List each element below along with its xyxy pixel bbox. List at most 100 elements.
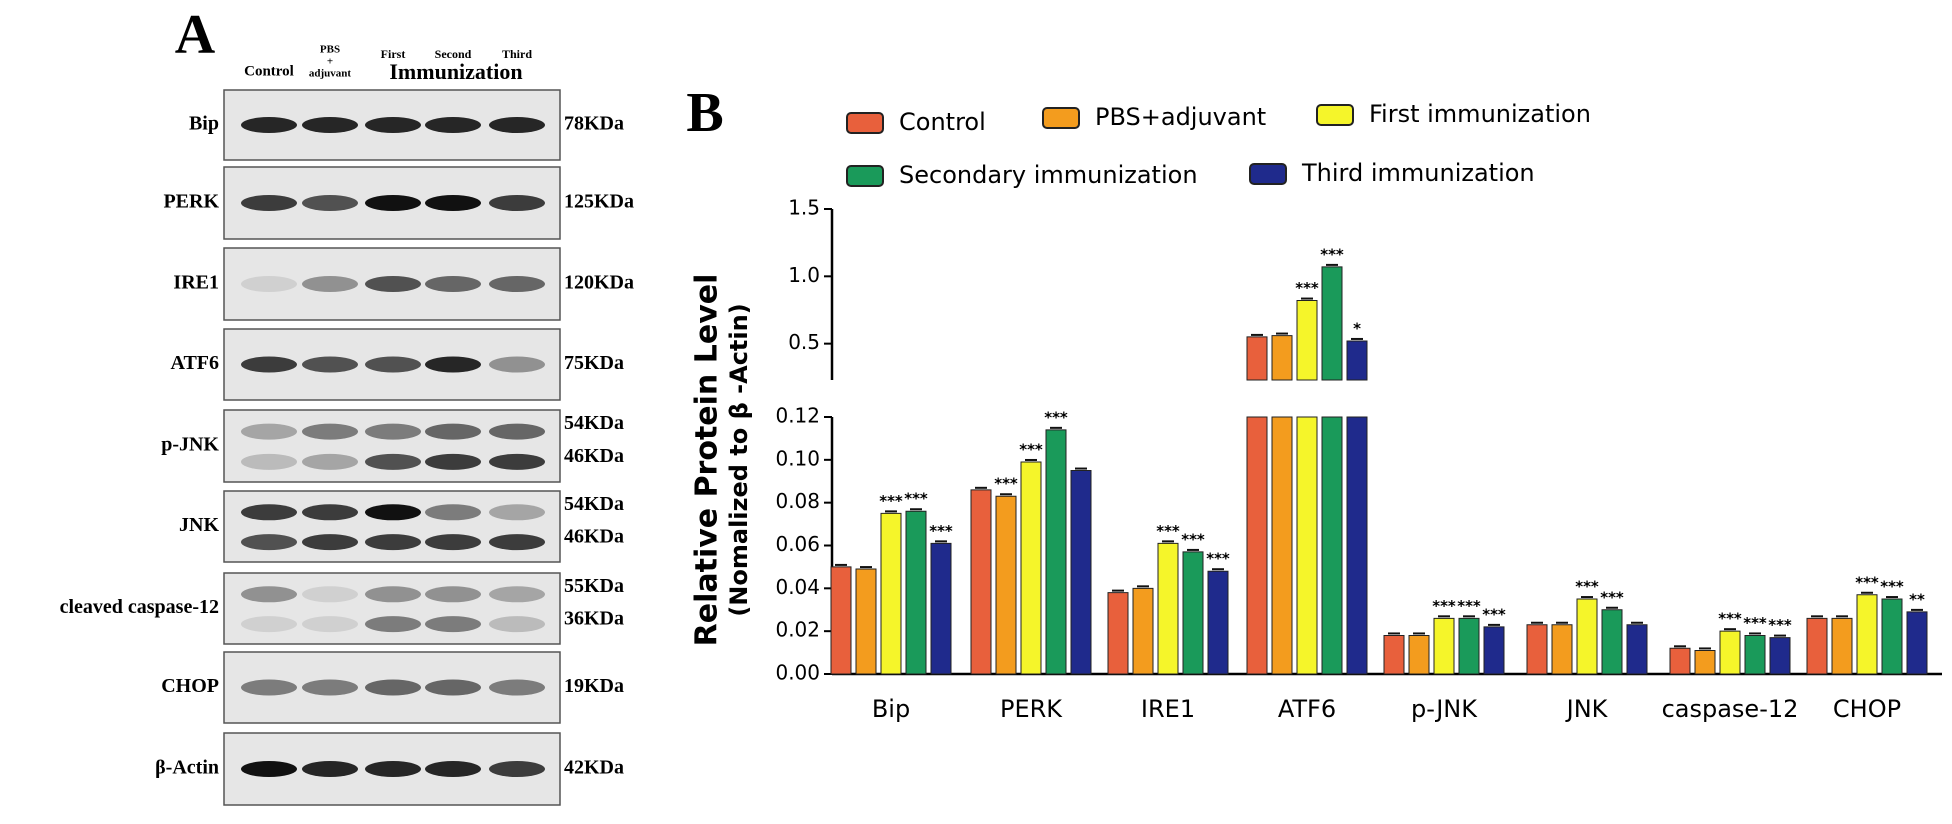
bar [1483, 626, 1505, 675]
band [302, 276, 358, 292]
size-label: 120KDa [564, 272, 634, 294]
band [489, 423, 545, 440]
bar [1383, 634, 1405, 675]
bar [1346, 340, 1368, 675]
x-tick-label: caspase-12 [1662, 695, 1799, 723]
lane-label: adjuvant [309, 68, 352, 80]
band [365, 453, 421, 470]
band [489, 117, 545, 133]
band [365, 534, 421, 551]
band [425, 761, 481, 777]
significance: *** [1457, 597, 1481, 615]
bar [880, 512, 902, 675]
significance: *** [879, 492, 903, 510]
bar [830, 566, 852, 675]
protein-name: ATF6 [170, 352, 219, 374]
lane-label: Second [435, 47, 472, 61]
protein-name: JNK [179, 514, 219, 536]
blot-frame [223, 572, 561, 645]
band [489, 679, 545, 696]
y-tick-label: 0.00 [775, 661, 820, 685]
size-label: 19KDa [564, 675, 624, 697]
bar [1157, 542, 1179, 675]
band [241, 534, 297, 551]
legend-label: Secondary immunization [899, 161, 1198, 189]
band [241, 453, 297, 470]
band [241, 117, 297, 133]
significance: *** [1019, 440, 1043, 458]
y-axis-title: (Nomalized to β -Actin) [725, 303, 753, 616]
x-tick-label: IRE1 [1141, 695, 1195, 723]
significance: *** [929, 522, 953, 540]
significance: *** [1320, 245, 1344, 263]
band [425, 534, 481, 551]
band [365, 276, 421, 292]
significance: *** [1482, 605, 1506, 623]
bar [1070, 470, 1092, 675]
size-label: 54KDa [564, 412, 624, 434]
bar [1769, 637, 1791, 675]
size-label: 36KDa [564, 607, 624, 629]
x-tick-label: Bip [872, 695, 910, 723]
legend-swatch [846, 112, 884, 134]
band [302, 453, 358, 470]
band [489, 504, 545, 521]
band [241, 504, 297, 521]
bar [1806, 617, 1828, 675]
bar [905, 510, 927, 675]
legend-label: Third immunization [1301, 159, 1535, 187]
band [425, 356, 481, 373]
band [302, 534, 358, 551]
bar [1694, 649, 1716, 675]
band [425, 117, 481, 133]
bar [855, 568, 877, 675]
size-label: 55KDa [564, 575, 624, 597]
protein-name: Bip [189, 113, 219, 135]
bar [1020, 461, 1042, 675]
band [365, 679, 421, 696]
protein-name: p-JNK [161, 434, 219, 456]
band [489, 534, 545, 551]
legend-swatch [846, 165, 884, 187]
bar [1551, 624, 1573, 675]
band [425, 423, 481, 440]
band [425, 195, 481, 211]
significance: *** [1880, 578, 1904, 596]
bar [930, 542, 952, 675]
bar [1831, 617, 1853, 675]
band [302, 679, 358, 696]
band [489, 356, 545, 373]
y-tick-label: 0.02 [775, 618, 820, 642]
x-tick-label: CHOP [1833, 695, 1901, 723]
bar [1576, 598, 1598, 675]
bar [1526, 624, 1548, 675]
group-label: Immunization [389, 59, 522, 84]
protein-name: CHOP [161, 675, 219, 697]
bar [1881, 598, 1903, 675]
band [302, 761, 358, 777]
size-label: 125KDa [564, 191, 634, 213]
band [489, 761, 545, 777]
legend-swatch [1316, 104, 1354, 126]
band [365, 356, 421, 373]
bar [1271, 335, 1293, 675]
legend-swatch [1249, 163, 1287, 185]
y-axis-title: Relative Protein Level [690, 274, 725, 647]
significance: *** [1768, 616, 1792, 634]
lane-label: First [381, 47, 406, 61]
band [365, 616, 421, 633]
bar [1433, 617, 1455, 675]
legend-swatch [1042, 107, 1080, 129]
legend-label: Control [899, 108, 986, 136]
significance: *** [994, 475, 1018, 493]
band [241, 356, 297, 373]
band [365, 761, 421, 777]
bar [995, 495, 1017, 675]
band [489, 586, 545, 603]
protein-name: PERK [163, 191, 219, 213]
lane-label: Third [502, 47, 532, 61]
size-label: 42KDa [564, 757, 624, 779]
band [241, 679, 297, 696]
